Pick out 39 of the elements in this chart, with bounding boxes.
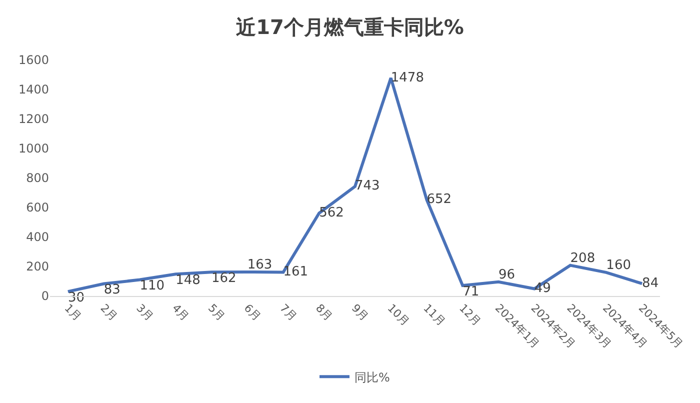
y-tick-label: 800 <box>26 171 49 186</box>
y-tick-label: 1600 <box>18 53 49 68</box>
data-label: 562 <box>319 205 344 220</box>
x-tick-label: 10月 <box>384 302 412 328</box>
x-tick-label: 9月 <box>348 302 371 324</box>
x-tick-label: 12月 <box>456 302 484 328</box>
data-label: 71 <box>462 284 480 300</box>
y-tick-label: 200 <box>26 260 49 274</box>
data-label: 162 <box>211 270 236 286</box>
x-tick-label: 1月 <box>62 302 84 324</box>
x-tick-label: 11月 <box>420 302 448 328</box>
y-tick-label: 1400 <box>18 82 49 97</box>
y-tick-label: 1000 <box>18 142 49 156</box>
legend-label: 同比% <box>354 370 390 384</box>
data-label: 84 <box>642 276 659 291</box>
data-label: 743 <box>355 178 380 194</box>
x-tick-label: 6月 <box>241 302 264 324</box>
y-tick-label: 0 <box>41 289 49 304</box>
data-label: 96 <box>498 268 516 283</box>
data-label: 208 <box>570 251 596 266</box>
data-label: 160 <box>606 258 632 274</box>
data-label: 49 <box>534 281 551 296</box>
data-label: 1478 <box>390 70 424 86</box>
data-label: 163 <box>247 258 272 273</box>
data-label: 652 <box>426 192 452 208</box>
x-tick-label: 4月 <box>170 302 192 324</box>
data-label: 83 <box>104 282 120 298</box>
chart-title: 近17个月燃气重卡同比% <box>235 15 464 40</box>
y-tick-label: 600 <box>26 200 49 215</box>
x-tick-label: 7月 <box>277 302 300 324</box>
y-tick-label: 1200 <box>18 112 49 126</box>
x-tick-label: 3月 <box>134 302 156 324</box>
data-label: 148 <box>176 272 200 288</box>
x-tick-label: 8月 <box>313 302 336 324</box>
x-tick-label: 5月 <box>205 302 228 324</box>
y-tick-label: 400 <box>26 230 49 244</box>
x-tick-label: 2月 <box>98 302 120 324</box>
data-label: 161 <box>283 264 308 280</box>
data-label: 110 <box>140 278 165 294</box>
